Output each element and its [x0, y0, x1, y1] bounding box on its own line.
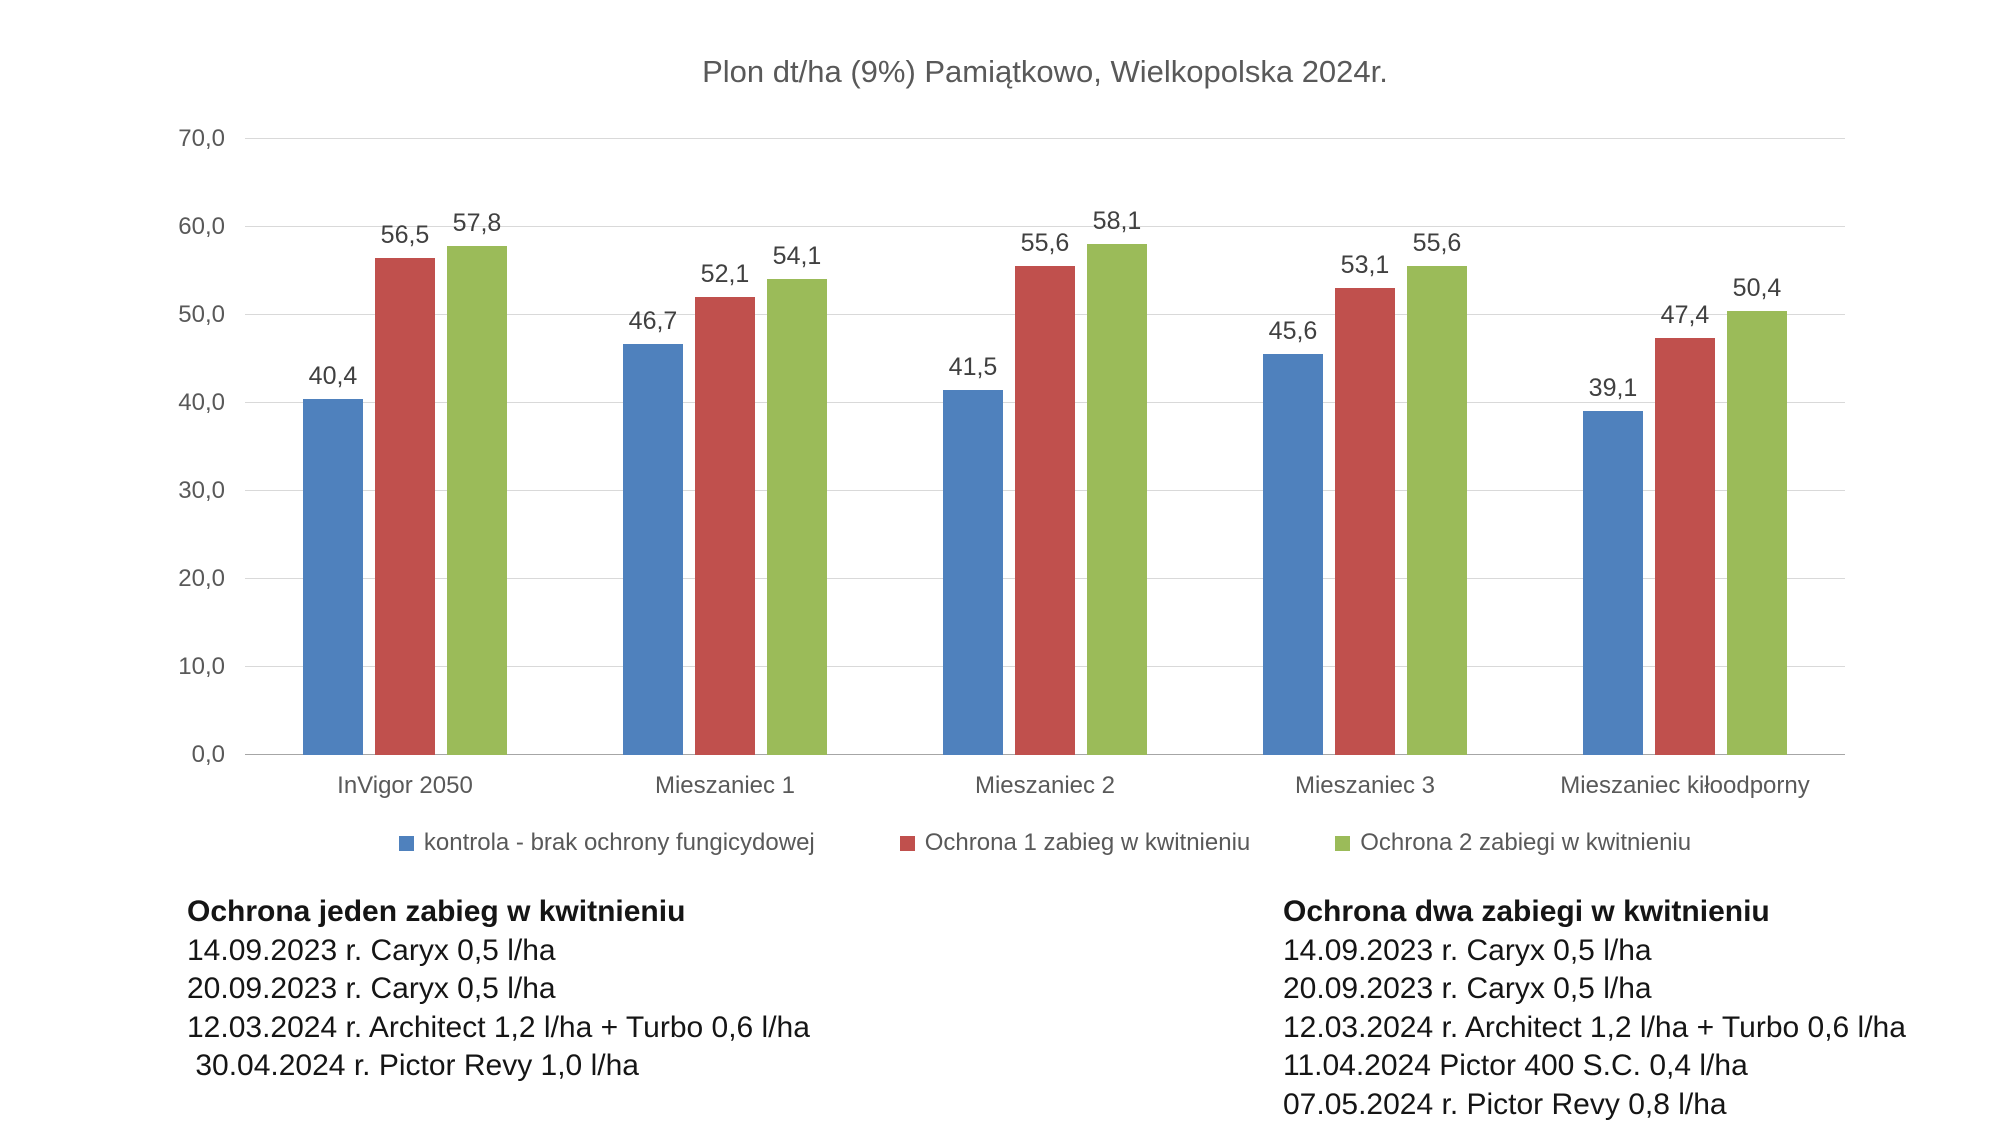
legend-label: Ochrona 1 zabieg w kwitnieniu — [924, 829, 1251, 856]
note-line: 07.05.2024 r. Pictor Revy 0,8 l/ha — [1283, 1087, 1727, 1121]
bar-value-label: 50,4 — [1732, 274, 1782, 303]
bar: 57,8 — [447, 209, 507, 755]
bar: 55,6 — [1407, 229, 1467, 755]
plot-area: 0,0 10,0 20,0 30,0 40,0 50,0 60,0 70,0 40,4 56,5 5… — [178, 125, 1845, 768]
x-category-label: Mieszaniec 3 — [1294, 772, 1436, 799]
bar: 56,5 — [375, 221, 435, 755]
legend-label: kontrola - brak ochrony fungicydowej — [423, 829, 815, 856]
y-tick-label: 30,0 — [178, 477, 225, 504]
note-line: 14.09.2023 r. Caryx 0,5 l/ha — [187, 933, 556, 967]
y-tick-label: 0,0 — [191, 741, 225, 768]
y-tick-label: 10,0 — [178, 653, 225, 680]
bar-group: 46,7 52,1 54,1 — [565, 139, 885, 755]
bar-value-label: 53,1 — [1340, 250, 1390, 279]
bar: 53,1 — [1335, 251, 1395, 755]
bar-value-label: 57,8 — [452, 209, 502, 238]
note-line: 30.04.2024 r. Pictor Revy 1,0 l/ha — [187, 1049, 639, 1082]
y-tick-label: 50,0 — [178, 301, 225, 328]
note-block-two-treatments: Ochrona dwa zabiegi w kwitnieniu 14.09.2… — [1283, 893, 1906, 1124]
gridline — [245, 138, 1845, 139]
bar-groups: 40,4 56,5 57,8 46,7 52,1 54,1 41,5 55,6 58,1 45,6… — [245, 139, 1845, 755]
legend-item: Ochrona 2 zabiegi w kwitnieniu — [1335, 829, 1691, 857]
bar: 40,4 — [303, 362, 363, 755]
note-title: Ochrona dwa zabiegi w kwitnieniu — [1283, 895, 1770, 928]
bar-value-label: 54,1 — [772, 241, 822, 270]
x-category-label: Mieszaniec 1 — [654, 772, 796, 799]
bar: 54,1 — [767, 242, 827, 755]
bar-group: 41,5 55,6 58,1 — [885, 139, 1205, 755]
legend-swatch-icon — [398, 835, 414, 851]
bar: 47,4 — [1655, 301, 1715, 755]
legend-item: kontrola - brak ochrony fungicydowej — [398, 829, 815, 857]
y-tick-label: 60,0 — [178, 213, 225, 240]
note-line: 12.03.2024 r. Architect 1,2 l/ha + Turbo… — [1283, 1010, 1906, 1044]
bar: 50,4 — [1727, 274, 1787, 755]
x-category-label: Mieszaniec kiłoodporny — [1560, 772, 1810, 799]
bar: 55,6 — [1015, 229, 1075, 755]
legend-item: Ochrona 1 zabieg w kwitnieniu — [899, 829, 1251, 857]
legend-swatch-icon — [899, 835, 915, 851]
bar-group: 40,4 56,5 57,8 — [245, 139, 565, 755]
note-line: 20.09.2023 r. Caryx 0,5 l/ha — [187, 972, 556, 1005]
bar-value-label: 47,4 — [1660, 300, 1710, 329]
bar-value-label: 56,5 — [380, 220, 430, 249]
bar-group: 45,6 53,1 55,6 — [1205, 139, 1525, 755]
bar-value-label: 39,1 — [1588, 373, 1638, 402]
bar: 46,7 — [623, 307, 683, 755]
note-line: 11.04.2024 Pictor 400 S.C. 0,4 l/ha — [1283, 1049, 1748, 1082]
y-tick-label: 40,0 — [178, 389, 225, 416]
bar-value-label: 55,6 — [1020, 228, 1070, 257]
y-tick-label: 70,0 — [178, 125, 225, 152]
x-category-label: Mieszaniec 2 — [974, 772, 1116, 799]
x-axis-labels: InVigor 2050 Mieszaniec 1 Mieszaniec 2 Mies… — [245, 772, 1845, 800]
bar: 52,1 — [695, 260, 755, 755]
y-tick-label: 20,0 — [178, 565, 225, 592]
note-block-one-treatment: Ochrona jeden zabieg w kwitnieniu 14.09.… — [187, 893, 810, 1086]
bar-value-label: 45,6 — [1268, 316, 1318, 345]
bar-value-label: 40,4 — [308, 362, 358, 391]
legend-swatch-icon — [1335, 835, 1351, 851]
note-line: 14.09.2023 r. Caryx 0,5 l/ha — [1283, 933, 1652, 967]
note-line: 12.03.2024 r. Architect 1,2 l/ha + Turbo… — [187, 1010, 810, 1044]
note-title: Ochrona jeden zabieg w kwitnieniu — [187, 895, 686, 928]
bar: 39,1 — [1583, 374, 1643, 755]
bar: 45,6 — [1263, 317, 1323, 755]
bar-value-label: 55,6 — [1412, 228, 1462, 257]
legend: kontrola - brak ochrony fungicydowej Ochr… — [245, 829, 1845, 857]
bar-group: 39,1 47,4 50,4 — [1525, 139, 1845, 755]
bar-value-label: 41,5 — [948, 352, 998, 381]
bar: 58,1 — [1087, 207, 1147, 755]
bar-value-label: 58,1 — [1092, 206, 1142, 235]
bar-value-label: 46,7 — [628, 307, 678, 336]
bar-value-label: 52,1 — [700, 259, 750, 288]
legend-label: Ochrona 2 zabiegi w kwitnieniu — [1360, 829, 1692, 856]
gridline — [245, 226, 1845, 227]
chart-title: Plon dt/ha (9%) Pamiątkowo, Wielkopolska… — [702, 54, 1388, 89]
bar: 41,5 — [943, 353, 1003, 755]
note-line: 20.09.2023 r. Caryx 0,5 l/ha — [1283, 972, 1652, 1005]
x-category-label: InVigor 2050 — [337, 772, 473, 799]
